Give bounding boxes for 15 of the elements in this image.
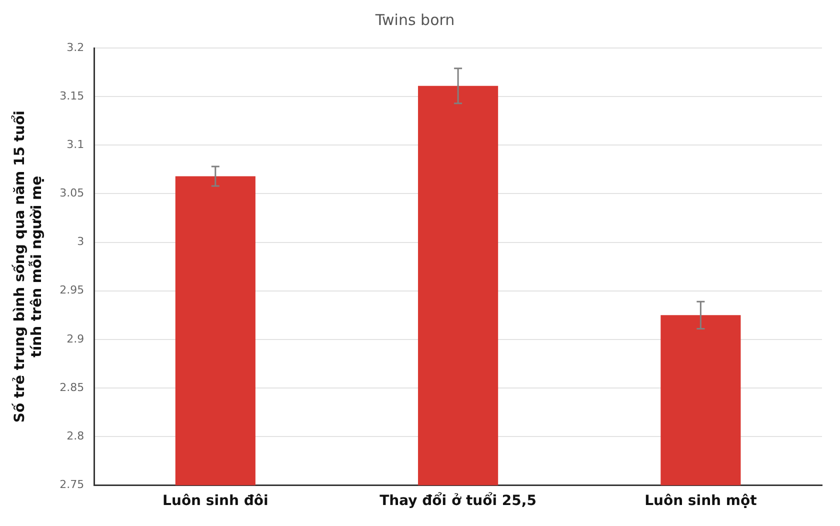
- x-tick-label: Luôn sinh một: [644, 493, 758, 510]
- y-tick-label: 3.1: [66, 138, 84, 152]
- chart-title: Twins born: [374, 10, 455, 29]
- y-tick-label: 2.8: [66, 429, 84, 442]
- y-tick-label: 2.75: [60, 478, 84, 492]
- y-tick-label: 3: [77, 235, 84, 248]
- y-tick-label: 3.15: [60, 89, 84, 102]
- y-tick-label: 2.85: [60, 380, 84, 394]
- y-tick-label: 2.95: [60, 284, 84, 297]
- x-tick-label: Thay đổi ở tuổi 25,5: [380, 492, 536, 510]
- y-axis-title: Số trẻ trung bình sống qua năm 15 tuổi tính trên mỗi người mẹ: [11, 110, 45, 423]
- x-tick-label: Luôn sinh đôi: [162, 493, 268, 510]
- y-tick-label: 3.05: [60, 186, 84, 200]
- y-tick-label: 2.9: [66, 332, 84, 346]
- y-tick-label: 3.2: [66, 40, 84, 54]
